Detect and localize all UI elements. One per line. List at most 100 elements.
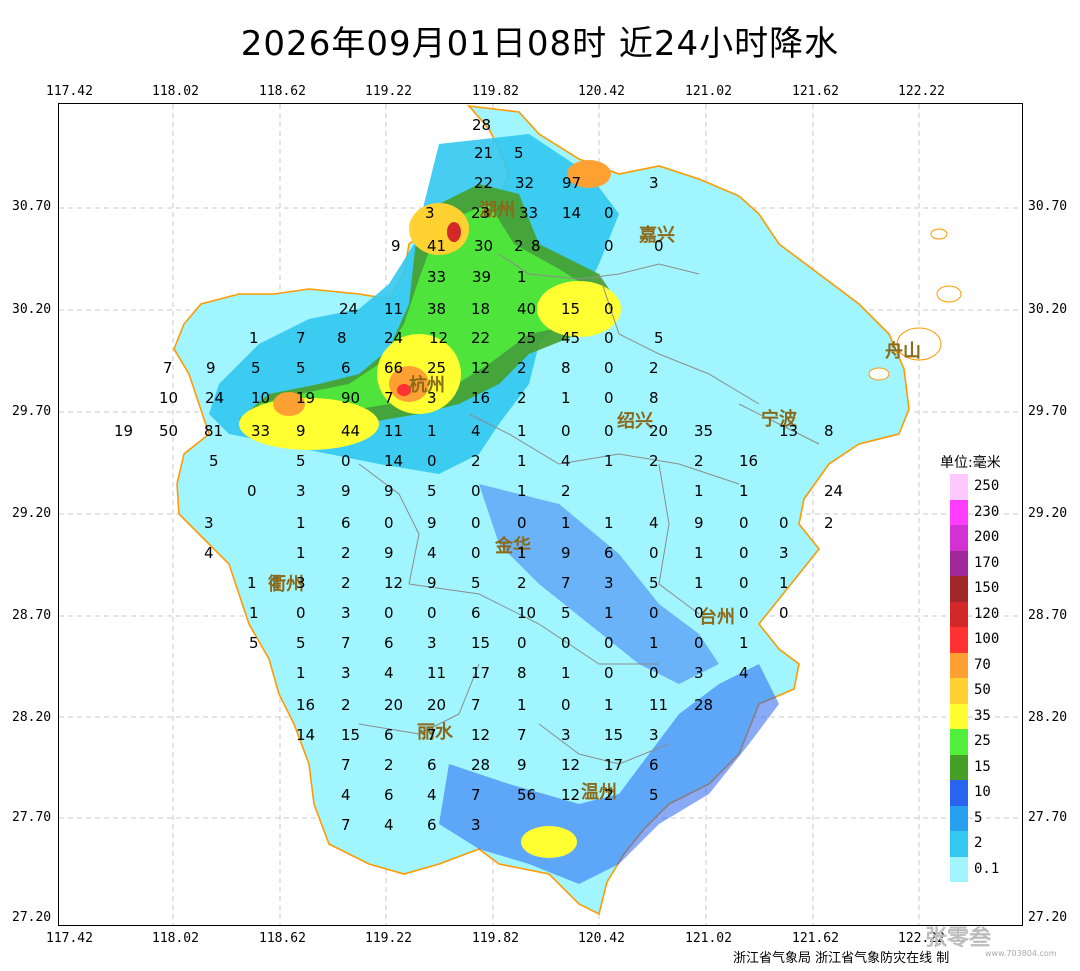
station-value: 7 [561, 574, 571, 592]
station-value: 97 [562, 174, 582, 192]
station-value: 33 [519, 204, 539, 222]
legend-label: 2 [974, 835, 983, 851]
station-value: 7 [296, 329, 306, 347]
station-value: 1 [561, 389, 571, 407]
station-value: 28 [471, 756, 491, 774]
station-value: 3 [561, 726, 571, 744]
station-value: 5 [296, 634, 306, 652]
station-value: 9 [427, 514, 437, 532]
legend-swatch [950, 525, 968, 551]
station-value: 12 [561, 786, 581, 804]
legend-row: 50 [950, 678, 1030, 704]
lat-tick: 29.70 [1028, 404, 1068, 419]
rain-band-blue-mid [479, 484, 719, 684]
station-value: 2 [341, 574, 351, 592]
legend-swatch [950, 550, 968, 576]
station-value: 9 [694, 514, 704, 532]
station-value: 15 [561, 300, 581, 318]
rain-cell-red [447, 222, 461, 242]
lat-tick: 28.70 [12, 608, 52, 623]
station-value: 10 [159, 389, 179, 407]
station-value: 5 [654, 329, 664, 347]
station-value: 5 [649, 574, 659, 592]
lon-tick: 122.22 [898, 84, 945, 99]
station-value: 0 [561, 422, 571, 440]
station-value: 1 [249, 329, 259, 347]
city-label: 舟山 [885, 341, 921, 362]
station-value: 6 [384, 726, 394, 744]
station-value: 2 [384, 756, 394, 774]
station-value: 14 [296, 726, 316, 744]
station-value: 7 [163, 359, 173, 377]
station-value: 30 [474, 237, 494, 255]
legend-row: 100 [950, 627, 1030, 653]
legend-label: 15 [974, 758, 991, 775]
station-value: 9 [517, 756, 527, 774]
station-value: 5 [471, 574, 481, 592]
lat-tick: 30.20 [1028, 302, 1068, 317]
city-label: 湖州 [479, 200, 515, 221]
station-value: 13 [779, 422, 799, 440]
station-value: 0 [604, 634, 614, 652]
station-value: 6 [427, 816, 437, 834]
station-value: 0 [561, 696, 571, 714]
legend-label: 230 [974, 503, 1000, 520]
map-frame: 湖州 嘉兴 杭州 绍兴 宁波 舟山 衢州 金华 台州 丽水 温州 28 5 21 22… [58, 103, 1023, 926]
legend-row: 70 [950, 652, 1030, 678]
station-value: 0 [296, 604, 306, 622]
station-value: 0 [384, 514, 394, 532]
station-value: 0 [604, 204, 614, 222]
map-title: 2026年09月01日08时 近24小时降水 [240, 24, 840, 64]
station-value: 33 [251, 422, 271, 440]
station-value: 17 [604, 756, 624, 774]
watermark-url: www.703804.com [985, 949, 1057, 958]
station-value: 1 [249, 604, 259, 622]
lat-tick: 27.70 [12, 810, 52, 825]
legend-row: 170 [950, 550, 1030, 576]
station-value: 2 [694, 452, 704, 470]
station-value: 6 [471, 604, 481, 622]
lon-tick: 118.62 [259, 84, 306, 99]
station-value: 1 [604, 452, 614, 470]
station-value: 7 [341, 634, 351, 652]
station-value: 20 [649, 422, 669, 440]
legend-swatch [950, 856, 968, 882]
lat-tick: 27.70 [1028, 810, 1068, 825]
station-value: 6 [384, 786, 394, 804]
station-value: 4 [739, 664, 749, 682]
station-value: 1 [296, 514, 306, 532]
station-value: 0 [649, 664, 659, 682]
lon-tick: 121.02 [685, 931, 732, 946]
lon-tick: 117.42 [46, 931, 93, 946]
rain-cell-orange [273, 392, 305, 416]
islands [868, 228, 962, 381]
station-value: 3 [341, 664, 351, 682]
station-value: 0 [517, 514, 527, 532]
credit-text: 浙江省气象局 浙江省气象防灾在线 制 [733, 951, 950, 966]
lat-tick: 30.70 [12, 199, 52, 214]
city-label: 温州 [581, 782, 617, 803]
station-value: 28 [472, 116, 492, 134]
station-value: 2 [341, 696, 351, 714]
rain-band-blue-south [439, 664, 779, 884]
station-value: 0 [739, 514, 749, 532]
station-value: 7 [384, 389, 394, 407]
city-label: 杭州 [409, 375, 445, 396]
station-value: 24 [824, 482, 844, 500]
station-value: 0 [739, 544, 749, 562]
lon-tick: 122.22 [898, 931, 945, 946]
station-value: 19 [296, 389, 316, 407]
rain-cell-yellow [521, 826, 577, 858]
station-value: 0 [471, 514, 481, 532]
station-value: 0 [604, 359, 614, 377]
legend-row: 150 [950, 576, 1030, 602]
watermark: 张零叁 [925, 926, 992, 951]
city-label: 丽水 [417, 722, 453, 743]
station-value: 0 [604, 237, 614, 255]
legend-label: 150 [974, 580, 1000, 596]
legend-swatch [950, 474, 968, 500]
station-value: 2 [824, 514, 834, 532]
legend-swatch [950, 627, 968, 653]
station-value: 14 [562, 204, 582, 222]
station-value: 1 [739, 634, 749, 652]
